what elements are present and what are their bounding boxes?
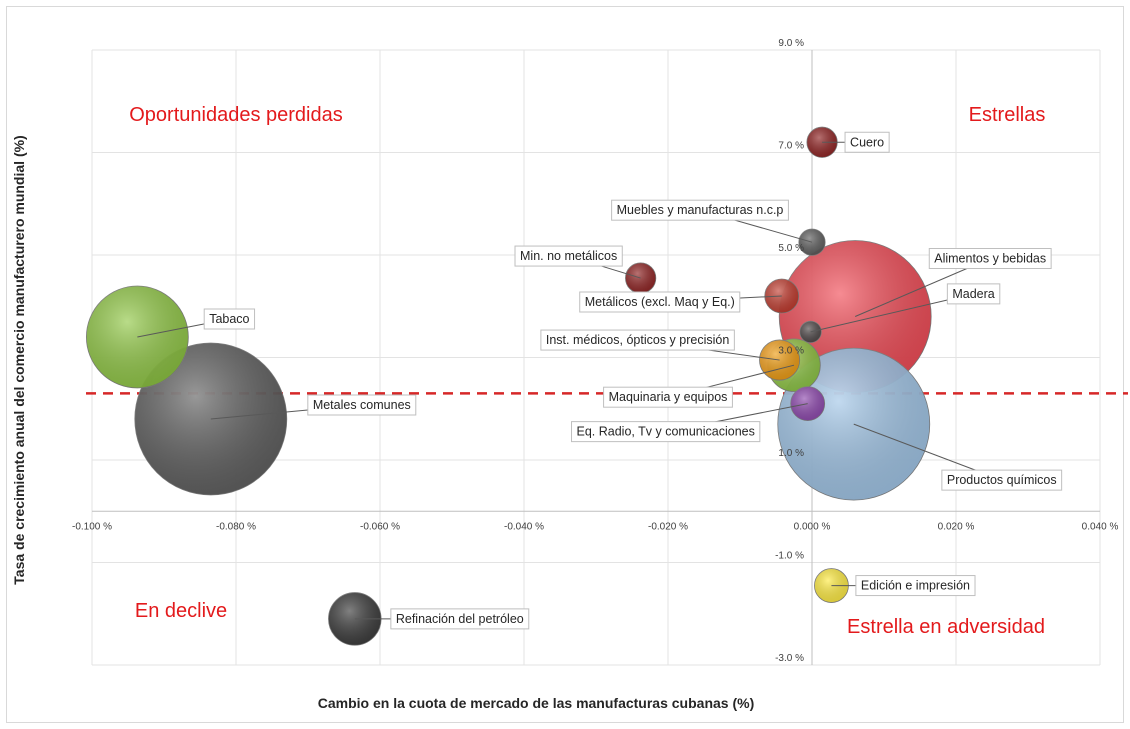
bubble-shade xyxy=(799,321,822,343)
data-label: Min. no metálicos xyxy=(514,245,623,267)
x-axis-title: Cambio en la cuota de mercado de las man… xyxy=(318,695,754,711)
data-label: Metales comunes xyxy=(307,394,417,416)
y-tick-label: 3.0 % xyxy=(778,346,804,357)
y-tick-label: 7.0 % xyxy=(778,141,804,152)
data-labels-group: Cuero Muebles y manufacturas n.c.p Min. no… xyxy=(203,131,1063,630)
data-label: Refinación del petróleo xyxy=(390,608,530,630)
data-label-text: Inst. médicos, ópticos y precisión xyxy=(546,333,729,347)
y-tick-label: 5.0 % xyxy=(778,243,804,254)
data-label: Madera xyxy=(946,283,1001,305)
leader-line xyxy=(810,293,974,333)
x-tick-label: -0.100 % xyxy=(72,521,112,532)
data-label: Maquinaria y equipos xyxy=(603,386,733,408)
data-label-box xyxy=(579,291,741,313)
quadrant-labels-group: Oportunidades perdidas Estrellas En decliv… xyxy=(129,104,1045,638)
data-label-text: Muebles y manufacturas n.c.p xyxy=(617,203,784,217)
data-label-box xyxy=(571,421,761,443)
x-tick-label: 0.020 % xyxy=(938,521,975,532)
data-label-box xyxy=(941,469,1063,491)
data-label-text: Metales comunes xyxy=(313,398,411,412)
data-label: Cuero xyxy=(844,131,890,153)
data-label-text: Productos químicos xyxy=(947,473,1057,487)
data-label: Edición e impresión xyxy=(855,575,976,597)
quadrant-label: Estrella en adversidad xyxy=(847,616,1045,638)
data-label-box xyxy=(611,199,789,221)
data-label-box xyxy=(946,283,1001,305)
y-axis-title: Tasa de crecimiento anual del comercio m… xyxy=(11,135,27,584)
quadrant-label: Estrellas xyxy=(969,104,1046,126)
y-tick-label: -3.0 % xyxy=(775,653,804,664)
data-label: Productos químicos xyxy=(941,469,1063,491)
quadrant-label: En declive xyxy=(135,600,227,622)
data-label-text: Metálicos (excl. Maq y Eq.) xyxy=(585,295,735,309)
x-tick-label: 0.000 % xyxy=(794,521,831,532)
data-label-text: Tabaco xyxy=(209,312,249,326)
data-label: Metálicos (excl. Maq y Eq.) xyxy=(579,291,741,313)
data-label-text: Alimentos y bebidas xyxy=(934,252,1046,266)
data-label-text: Eq. Radio, Tv y comunicaciones xyxy=(577,425,755,439)
chart-frame xyxy=(6,6,1124,723)
x-tick-label: -0.020 % xyxy=(648,521,688,532)
x-tick-label: -0.080 % xyxy=(216,521,256,532)
data-label: Inst. médicos, ópticos y precisión xyxy=(540,329,735,351)
tick-labels-group: -0.100 % -0.080 % -0.060 % -0.040 % -0.020 %… xyxy=(72,38,1118,664)
x-tick-label: -0.040 % xyxy=(504,521,544,532)
data-label-text: Maquinaria y equipos xyxy=(609,390,728,404)
data-label-box xyxy=(307,394,417,416)
data-label-text: Min. no metálicos xyxy=(520,249,617,263)
data-label-box xyxy=(928,248,1052,269)
data-label: Tabaco xyxy=(203,308,256,330)
data-label-box xyxy=(603,386,733,408)
data-label-text: Refinación del petróleo xyxy=(396,612,524,626)
data-label-text: Cuero xyxy=(850,135,884,149)
data-label-box xyxy=(540,329,735,351)
data-label-box xyxy=(855,575,976,597)
data-label-box xyxy=(514,245,623,267)
x-tick-label: -0.060 % xyxy=(360,521,400,532)
data-label: Muebles y manufacturas n.c.p xyxy=(611,199,789,221)
y-tick-label: 9.0 % xyxy=(778,38,804,49)
data-label-box xyxy=(390,608,530,630)
data-label: Eq. Radio, Tv y comunicaciones xyxy=(571,421,761,443)
quadrant-label: Oportunidades perdidas xyxy=(129,104,342,126)
y-tick-label: 1.0 % xyxy=(778,448,804,459)
data-label-box xyxy=(844,131,890,153)
x-tick-label: 0.040 % xyxy=(1082,521,1119,532)
y-tick-label: -1.0 % xyxy=(775,551,804,562)
bubble-shade xyxy=(134,343,287,495)
data-label-box xyxy=(203,308,256,330)
data-label-text: Madera xyxy=(952,287,994,301)
data-label: Alimentos y bebidas xyxy=(928,248,1052,269)
bubble-shade xyxy=(814,568,849,603)
bubbles-group xyxy=(85,126,932,646)
data-label-text: Edición e impresión xyxy=(861,579,970,593)
